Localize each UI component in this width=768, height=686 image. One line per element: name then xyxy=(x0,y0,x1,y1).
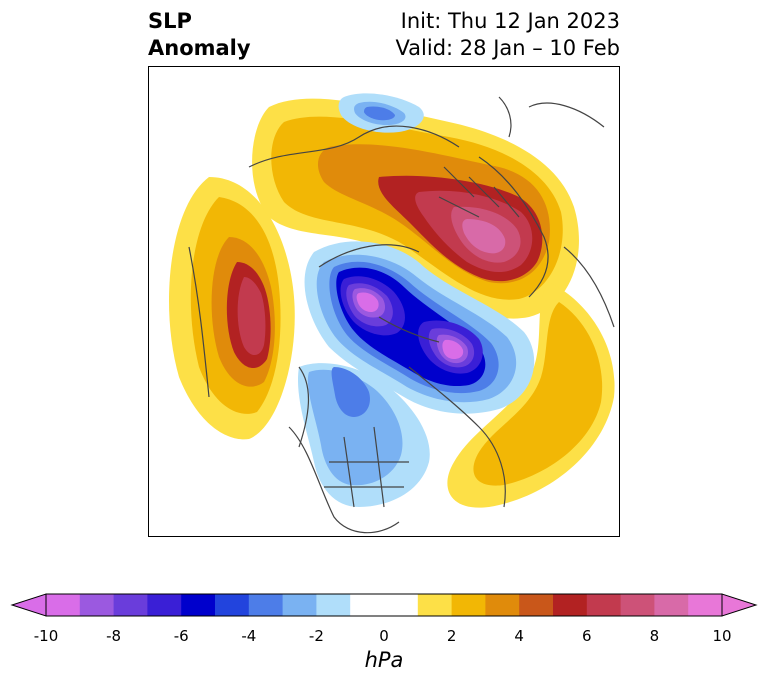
colorbar-segment xyxy=(316,594,351,616)
north-america-low-anomaly xyxy=(297,363,430,507)
colorbar-tick-label: -6 xyxy=(173,627,189,645)
eurasia-high-anomaly xyxy=(252,98,579,319)
colorbar-segment xyxy=(248,594,284,616)
colorbar-segment xyxy=(215,594,250,616)
colorbar-segment xyxy=(46,594,81,616)
colorbar-segment xyxy=(384,594,419,616)
slp-anomaly-map xyxy=(148,66,620,537)
atlantic-high-anomaly xyxy=(447,282,615,508)
colorbar-tick-label: 2 xyxy=(446,627,457,645)
colorbar-extend-min xyxy=(10,593,47,617)
colorbar-tick-label: 6 xyxy=(582,627,592,645)
colorbar-tick-label: 8 xyxy=(649,627,660,645)
colorbar-segment xyxy=(417,594,453,616)
colorbar-tick-label: 10 xyxy=(712,627,732,645)
colorbar-extend-max xyxy=(721,593,758,617)
colorbar-segment xyxy=(79,594,115,616)
colorbar-segment xyxy=(620,594,655,616)
colorbar-tick-label: -2 xyxy=(308,627,324,645)
colorbar-segment xyxy=(282,594,317,616)
arctic-canada-low-anomaly xyxy=(304,241,535,414)
colorbar-segment xyxy=(553,594,588,616)
colorbar-tick-label: -4 xyxy=(241,627,257,645)
arctic-top-low xyxy=(338,93,424,133)
colorbar-segment xyxy=(350,594,385,616)
chart-title-left: SLP Anomaly xyxy=(148,9,251,60)
map-canvas xyxy=(169,93,615,534)
colorbar-tick-label: -10 xyxy=(33,627,59,645)
colorbar-tick-label: -8 xyxy=(106,627,122,645)
colorbar xyxy=(10,593,758,617)
colorbar-units: hPa xyxy=(364,648,404,672)
colorbar-segment xyxy=(586,594,622,616)
colorbar-segment xyxy=(113,594,148,616)
colorbar-segment xyxy=(181,594,216,616)
coastlines xyxy=(188,96,615,534)
pacific-high-anomaly xyxy=(169,177,295,440)
colorbar-tick-label: 4 xyxy=(514,627,524,645)
colorbar-segment xyxy=(688,594,723,616)
colorbar-segment xyxy=(654,594,689,616)
colorbar-segment xyxy=(485,594,520,616)
colorbar-segment xyxy=(519,594,554,616)
colorbar-segment xyxy=(451,594,486,616)
colorbar-tick-label: 0 xyxy=(379,627,389,645)
chart-title-right: Init: Thu 12 Jan 2023 Valid: 28 Jan – 10… xyxy=(395,9,620,60)
colorbar-segment xyxy=(147,594,182,616)
